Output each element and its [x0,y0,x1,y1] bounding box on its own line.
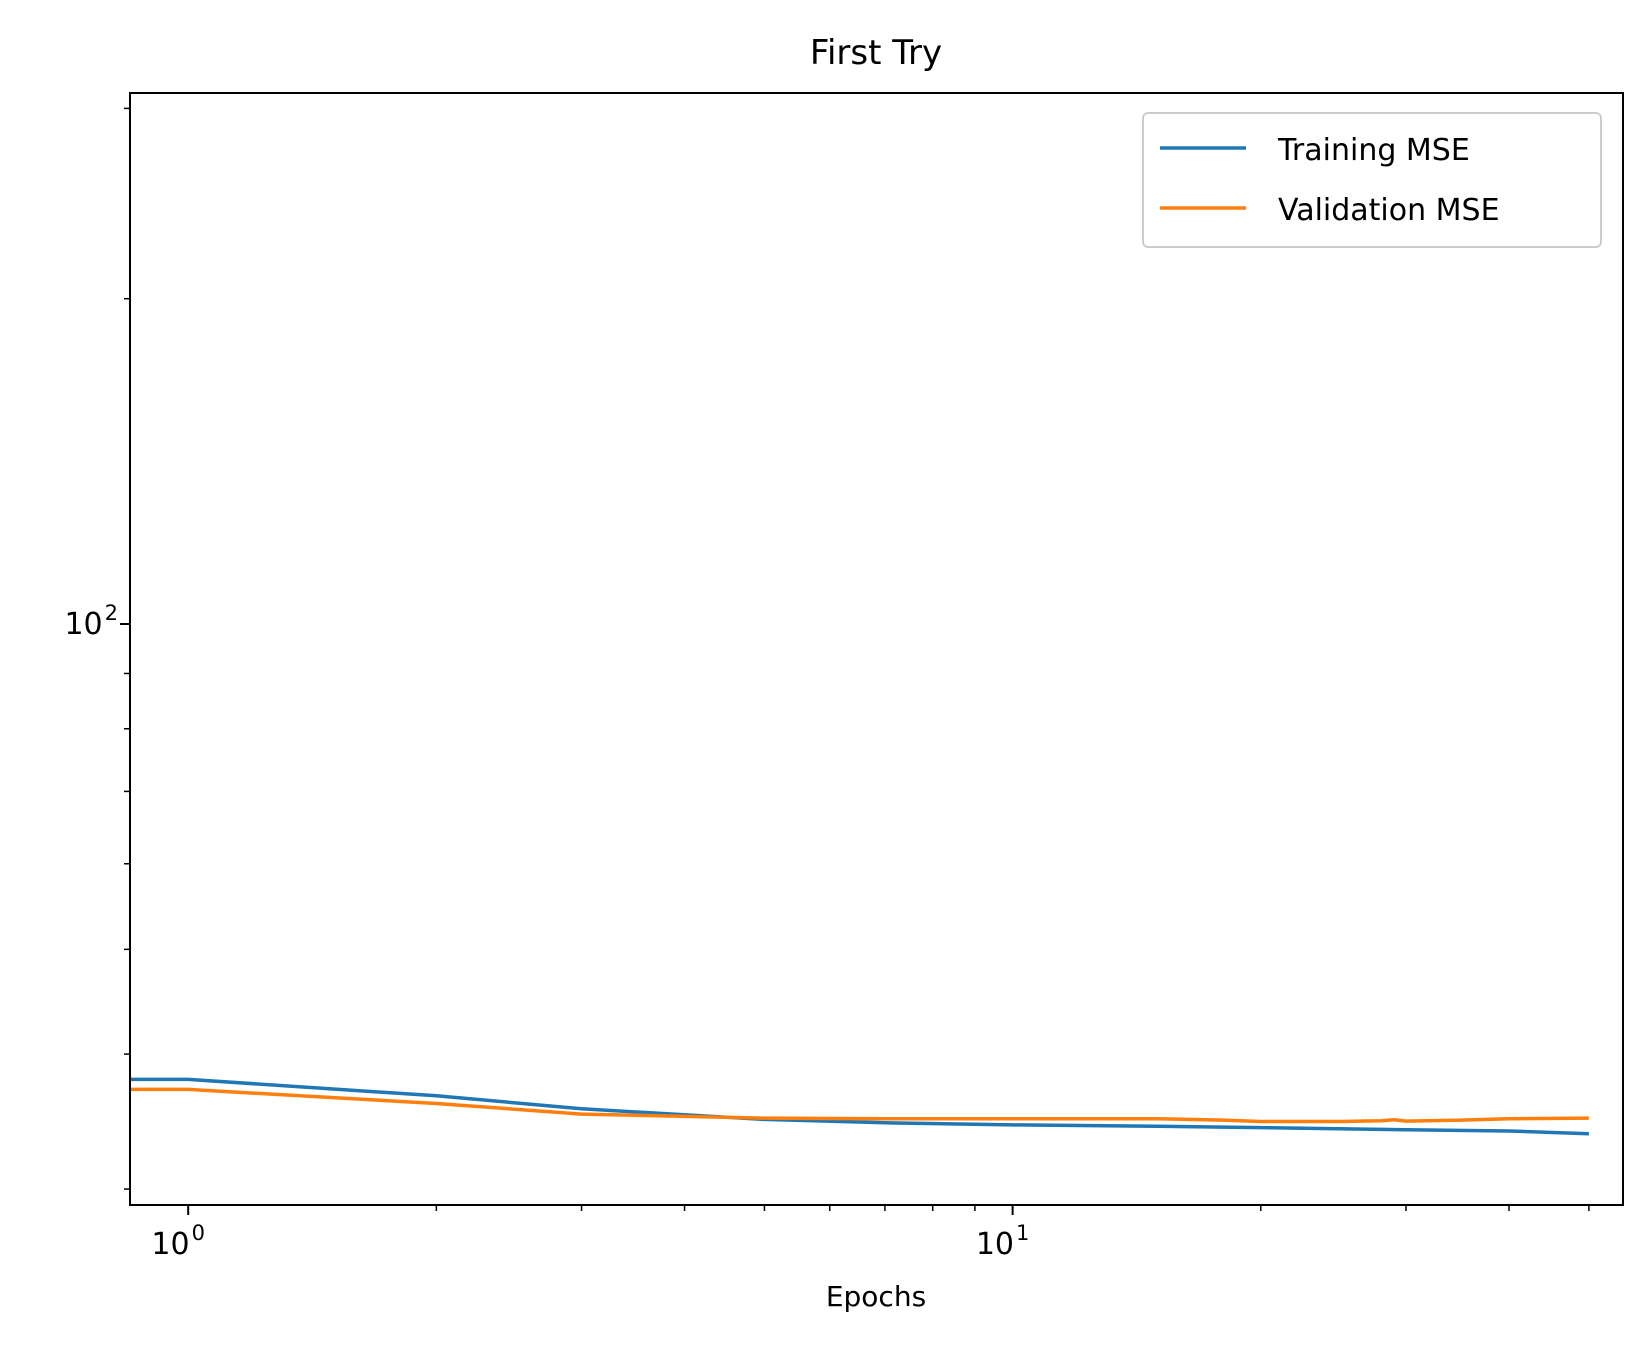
chart-title: First Try [810,33,942,73]
x-tick-label: 100 [151,1221,205,1262]
series-line-1 [130,1087,1589,1124]
legend-box [1142,112,1602,248]
legend: Training MSE Validation MSE [1142,112,1602,248]
x-axis-label: Epochs [826,1280,926,1313]
plot-frame [129,92,1624,1206]
y-axis: 102 [64,107,130,1190]
y-tick-exponent: 2 [105,601,118,625]
y-tick-label: 102 [64,601,118,642]
legend-label-validation: Validation MSE [1278,193,1500,228]
y-tick-base: 10 [64,607,102,642]
series-line-0 [130,1077,1589,1136]
x-tick-exponent: 0 [192,1221,205,1245]
x-tick-label: 101 [976,1221,1030,1262]
x-tick-exponent: 1 [1016,1221,1029,1245]
plot-lines [130,1077,1589,1136]
x-axis: 100 101 [151,1205,1590,1262]
legend-label-training: Training MSE [1277,133,1470,168]
